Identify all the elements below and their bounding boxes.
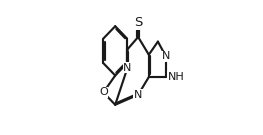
Text: N: N <box>162 51 170 61</box>
Text: S: S <box>134 16 142 29</box>
Text: NH: NH <box>167 72 184 82</box>
Text: N: N <box>134 90 142 100</box>
Text: N: N <box>123 63 132 73</box>
Text: O: O <box>99 87 108 97</box>
